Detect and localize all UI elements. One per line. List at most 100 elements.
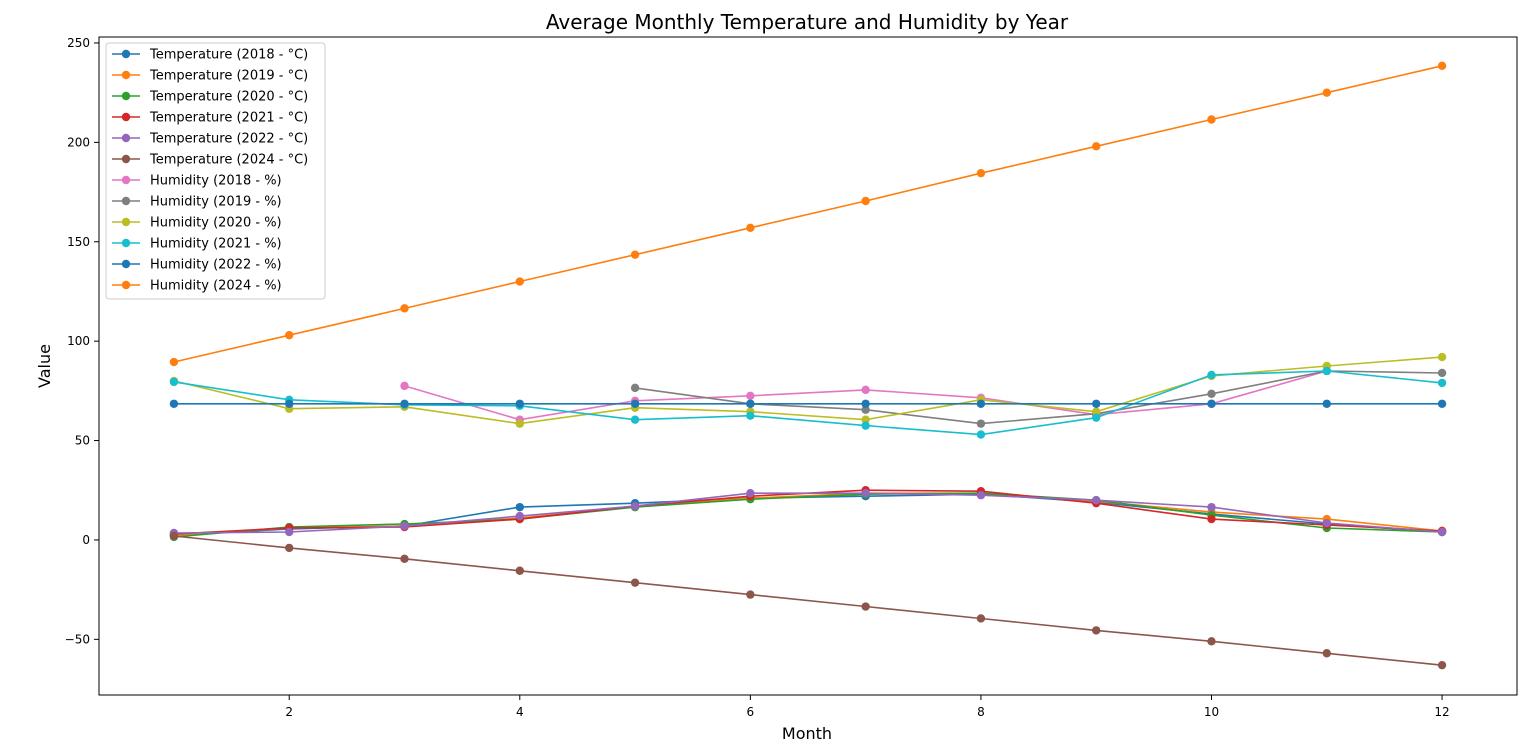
data-point (976, 168, 986, 178)
legend-item: Humidity (2024 - %) (112, 279, 282, 294)
legend-label: Humidity (2018 - %) (150, 174, 282, 189)
data-point (861, 489, 870, 498)
x-tick-label: 12 (1434, 705, 1449, 719)
legend-item: Temperature (2020 - °C) (112, 90, 308, 105)
data-point (1207, 637, 1216, 646)
legend-marker (121, 154, 131, 164)
x-tick-label: 6 (747, 705, 755, 719)
data-point (861, 399, 870, 408)
data-point (400, 304, 409, 313)
series-5 (169, 489, 1447, 538)
data-point (976, 430, 986, 439)
data-point (1437, 61, 1447, 71)
data-point (976, 419, 986, 428)
data-point (861, 385, 870, 395)
data-point (1092, 495, 1101, 505)
data-point (976, 491, 986, 500)
series-10 (169, 366, 1447, 439)
data-point (861, 196, 870, 206)
legend-label: Temperature (2024 - °C) (149, 153, 308, 168)
data-point (746, 223, 755, 233)
legend: Temperature (2018 - °C) Temperature (2019… (105, 42, 326, 300)
legend-item: Humidity (2022 - %) (112, 258, 282, 273)
data-point (1092, 399, 1101, 408)
legend-item: Humidity (2018 - %) (112, 174, 282, 189)
y-tick-label: 150 (67, 235, 90, 249)
series-line (173, 535, 1443, 666)
data-point (285, 399, 294, 408)
data-point (1322, 649, 1331, 658)
data-point (861, 602, 870, 611)
series-line (173, 370, 1443, 436)
data-point (861, 415, 870, 424)
data-point (630, 578, 640, 587)
data-point (515, 277, 524, 286)
series-line (634, 370, 1443, 425)
legend-label: Temperature (2020 - °C) (149, 90, 308, 105)
legend-marker (121, 217, 131, 227)
data-point (746, 399, 755, 408)
data-point (1322, 399, 1331, 408)
data-point (630, 501, 640, 511)
series-7 (400, 366, 1331, 424)
data-point (400, 554, 409, 564)
data-point (285, 330, 294, 340)
legend-marker (121, 175, 131, 185)
y-tick-label: 0 (82, 533, 90, 547)
data-point (1437, 378, 1447, 388)
data-point (1092, 407, 1101, 416)
data-point (630, 399, 640, 408)
data-point (400, 399, 409, 408)
data-point (515, 566, 524, 575)
data-point (515, 419, 524, 428)
data-point (1322, 366, 1331, 376)
data-point (861, 405, 870, 414)
y-tick-label: 250 (67, 36, 90, 50)
series-11 (169, 399, 1447, 408)
series-line (173, 356, 1443, 425)
x-tick-label: 8 (977, 705, 985, 719)
data-point (1207, 389, 1216, 399)
legend-label: Humidity (2021 - %) (150, 237, 282, 252)
data-point (169, 377, 179, 387)
data-point (1437, 527, 1447, 537)
legend-label: Humidity (2019 - %) (150, 195, 282, 210)
data-point (1437, 352, 1447, 362)
data-point (515, 511, 524, 521)
data-point (746, 391, 755, 401)
y-tick-label: 100 (67, 334, 90, 348)
data-point (1092, 626, 1101, 635)
data-point (1322, 88, 1331, 97)
legend-label: Temperature (2018 - °C) (149, 48, 308, 63)
plot-frame (98, 36, 1518, 696)
data-point (630, 250, 640, 259)
series-line (173, 492, 1443, 538)
chart-title: Average Monthly Temperature and Humidity… (546, 10, 1069, 34)
legend-item: Humidity (2019 - %) (112, 195, 282, 210)
data-point (1092, 142, 1101, 151)
data-point (515, 502, 524, 512)
legend-label: Humidity (2020 - %) (150, 216, 282, 231)
y-tick-label: 50 (75, 434, 90, 448)
data-point (746, 411, 755, 420)
data-point (285, 527, 294, 537)
legend-box (105, 42, 326, 300)
legend-marker (121, 112, 131, 122)
series-12 (169, 61, 1447, 367)
series-line (173, 492, 1443, 534)
y-tick-label: 200 (67, 135, 90, 149)
data-point (1207, 514, 1216, 524)
legend-label: Humidity (2024 - %) (150, 279, 282, 294)
legend-label: Temperature (2021 - °C) (149, 111, 308, 126)
y-tick-label: −50 (65, 632, 90, 646)
x-axis: 2 4 6 8 10 12 (285, 695, 1450, 719)
data-point (1207, 115, 1216, 124)
legend-item: Humidity (2021 - %) (112, 237, 282, 252)
legend-marker (121, 133, 131, 143)
data-point (1437, 660, 1447, 670)
legend-item: Temperature (2021 - °C) (112, 111, 308, 126)
legend-marker (121, 280, 131, 290)
plot-area (169, 61, 1447, 670)
data-point (1207, 502, 1216, 512)
legend-item: Temperature (2019 - °C) (112, 69, 308, 84)
